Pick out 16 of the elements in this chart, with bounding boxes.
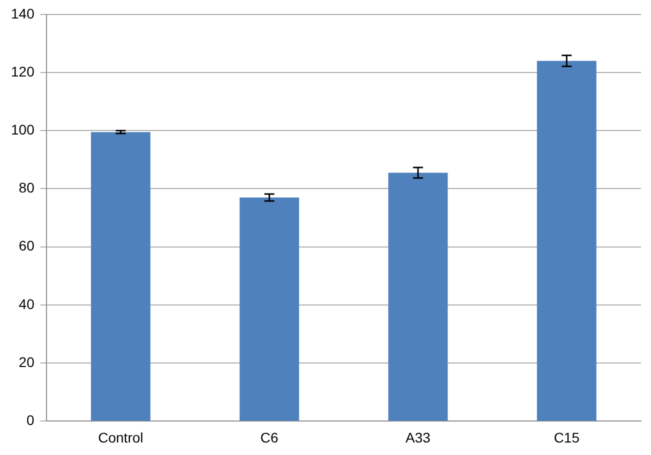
y-tick-label: 140 (11, 5, 35, 22)
bar (388, 172, 448, 421)
x-tick-label: C15 (554, 429, 580, 446)
y-tick-label: 40 (18, 296, 35, 312)
y-tick-label: 0 (26, 412, 35, 428)
bar (240, 197, 300, 421)
y-tick-label: 80 (18, 180, 35, 196)
y-tick-label: 20 (18, 354, 35, 370)
y-tick-label: 100 (11, 121, 35, 138)
bar (90, 132, 150, 421)
y-tick-label: 120 (11, 63, 35, 80)
y-tick-label: 60 (18, 238, 35, 254)
x-tick-label: Control (98, 429, 144, 446)
x-tick-label: A33 (406, 429, 431, 446)
bar (536, 60, 596, 421)
x-tick-label: C6 (260, 429, 279, 446)
